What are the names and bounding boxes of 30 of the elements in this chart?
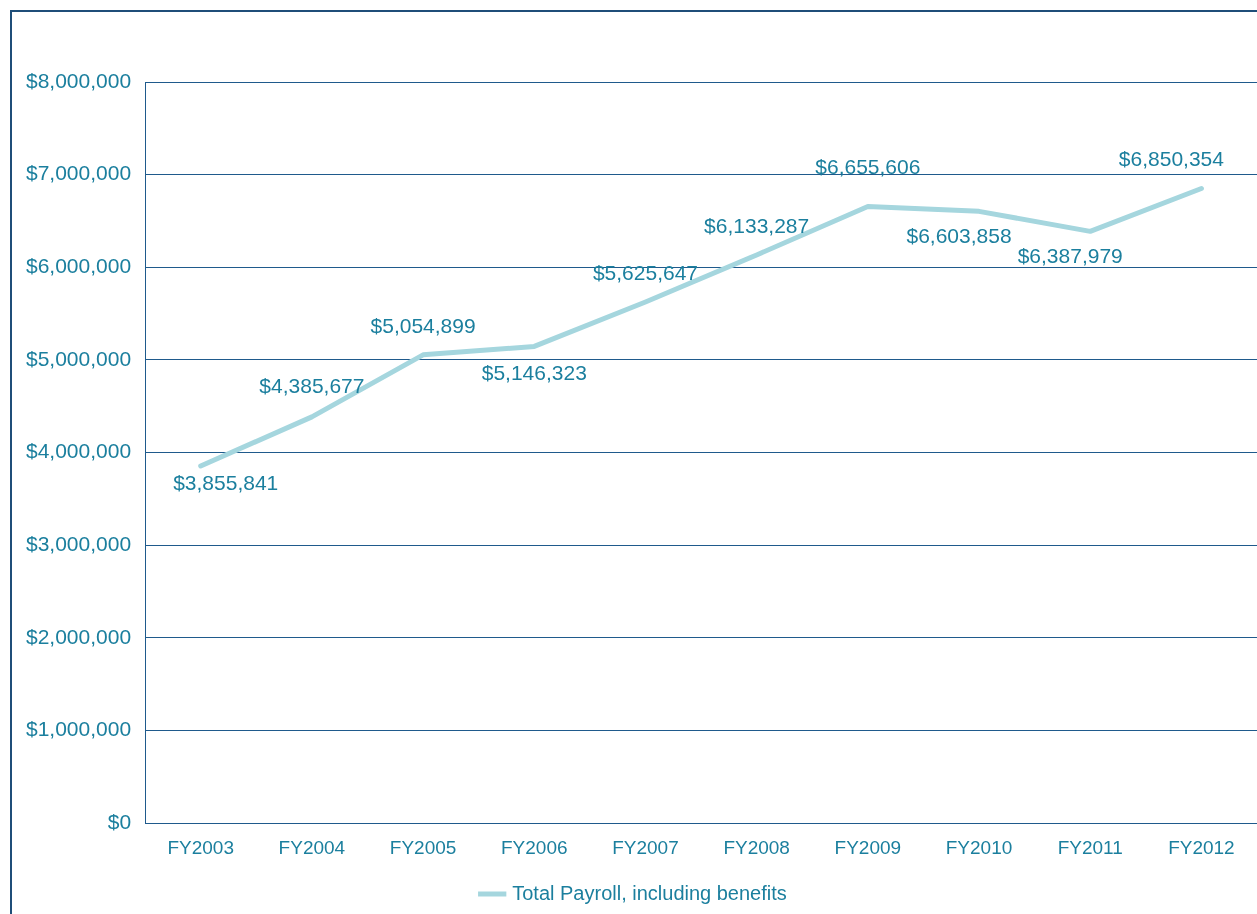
data-label: $6,850,354 xyxy=(1118,147,1225,171)
data-label: $6,133,287 xyxy=(704,213,810,237)
x-tick-label: FY2007 xyxy=(612,836,679,858)
y-tick-label: $5,000,000 xyxy=(25,346,132,370)
y-tick-label: $6,000,000 xyxy=(25,254,132,278)
x-tick-label: FY2009 xyxy=(834,836,902,858)
data-label: $5,146,323 xyxy=(481,361,587,385)
y-tick-label: $4,000,000 xyxy=(25,439,132,463)
y-tick-label: $0 xyxy=(107,810,132,833)
data-label: $3,855,841 xyxy=(173,470,279,494)
y-tick-label: $7,000,000 xyxy=(25,161,132,185)
x-tick-label: FY2005 xyxy=(389,836,457,858)
x-tick-label: FY2012 xyxy=(1168,836,1235,858)
data-label: $5,054,899 xyxy=(370,313,476,337)
data-label: $6,603,858 xyxy=(906,224,1012,248)
x-tick-label: FY2010 xyxy=(945,836,1013,858)
data-label: $6,387,979 xyxy=(1017,244,1123,268)
legend-label: Total Payroll, including benefits xyxy=(512,881,787,904)
x-tick-label: FY2003 xyxy=(167,836,234,858)
x-tick-label: FY2008 xyxy=(723,836,790,858)
data-label: $5,625,647 xyxy=(592,260,699,284)
data-label: $4,385,677 xyxy=(259,373,365,397)
y-tick-label: $1,000,000 xyxy=(25,717,132,741)
x-tick-label: FY2011 xyxy=(1057,836,1123,858)
y-tick-label: $3,000,000 xyxy=(25,532,132,556)
x-tick-label: FY2004 xyxy=(278,836,346,858)
y-tick-label: $2,000,000 xyxy=(25,624,132,648)
x-tick-label: FY2006 xyxy=(500,836,568,858)
y-tick-label: $8,000,000 xyxy=(25,68,132,92)
data-label: $6,655,606 xyxy=(815,155,921,179)
